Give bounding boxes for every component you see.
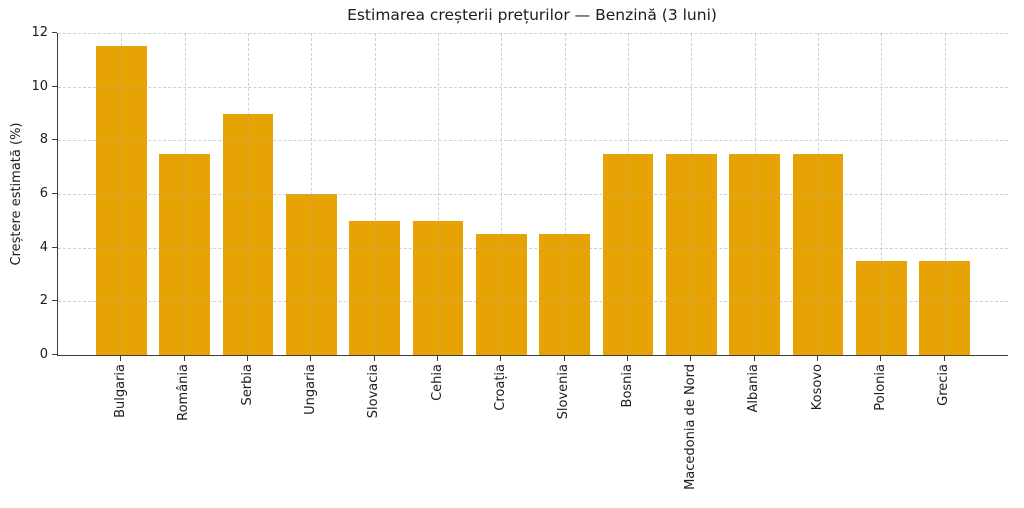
- y-tick-mark: [52, 354, 57, 355]
- x-tick-mark: [817, 356, 818, 361]
- horizontal-gridline: [58, 86, 1008, 88]
- plot-area: [57, 33, 1008, 356]
- x-tick-label-macedonia-de-nord: Macedonia de Nord: [682, 364, 698, 490]
- y-tick-label: 12: [31, 25, 48, 40]
- y-tick-mark: [52, 85, 57, 87]
- y-tick-label: 2: [39, 293, 48, 309]
- bar-slovenia: [539, 234, 590, 355]
- x-tick-label-grecia: Grecia: [936, 364, 952, 406]
- x-tick-mark: [563, 356, 565, 361]
- bar-polonia: [856, 261, 907, 355]
- y-tick-mark: [52, 139, 57, 141]
- x-tick-label-slovenia: Slovenia: [556, 364, 572, 420]
- bar-albania: [729, 153, 780, 355]
- y-tick-mark: [52, 193, 57, 194]
- x-tick-label-albania: Albania: [746, 364, 762, 413]
- x-tick-mark: [247, 356, 248, 361]
- x-tick-label-bosnia: Bosnia: [619, 364, 635, 408]
- bar-cehia: [412, 220, 464, 355]
- bar-românia: [159, 153, 210, 355]
- bar-bulgaria: [96, 46, 147, 355]
- x-tick-label-serbia: Serbia: [239, 364, 255, 406]
- x-tick-label-kosovo: Kosovo: [809, 364, 825, 411]
- bar-macedonia-de-nord: [666, 153, 717, 355]
- x-tick-mark: [310, 356, 312, 361]
- y-tick-mark: [52, 32, 57, 33]
- x-tick-label-cehia: Cehia: [429, 364, 445, 401]
- x-tick-mark: [183, 356, 185, 361]
- x-tick-mark: [373, 356, 375, 361]
- horizontal-gridline: [58, 33, 1008, 34]
- bar-grecia: [919, 261, 970, 355]
- bar-slovacia: [349, 220, 400, 355]
- y-tick-mark: [52, 246, 57, 248]
- bar-serbia: [222, 113, 274, 355]
- x-tick-mark: [500, 356, 502, 361]
- bar-croația: [476, 234, 527, 355]
- x-tick-label-românia: România: [176, 364, 192, 421]
- x-tick-mark: [753, 356, 755, 361]
- x-tick-mark: [120, 356, 122, 361]
- x-tick-mark: [943, 356, 945, 361]
- bar-kosovo: [792, 153, 844, 355]
- x-tick-label-bulgaria: Bulgaria: [112, 364, 128, 418]
- y-tick-label: 4: [39, 239, 48, 255]
- y-tick-mark: [52, 300, 57, 302]
- x-tick-mark: [690, 356, 692, 361]
- x-tick-mark: [880, 356, 882, 361]
- y-tick-label: 6: [39, 186, 48, 201]
- x-tick-label-ungaria: Ungaria: [302, 364, 318, 415]
- horizontal-gridline: [58, 140, 1008, 142]
- x-tick-label-slovacia: Slovacia: [366, 364, 382, 419]
- bar-bosnia: [602, 153, 654, 355]
- bar-ungaria: [286, 194, 337, 355]
- y-tick-label: 0: [39, 347, 48, 362]
- x-tick-mark: [437, 356, 438, 361]
- x-tick-label-croația: Croația: [492, 364, 508, 411]
- x-tick-mark: [627, 356, 628, 361]
- y-tick-label: 8: [39, 132, 48, 148]
- y-tick-label: 10: [31, 78, 48, 94]
- chart-title: Estimarea creșterii prețurilor — Benzină…: [347, 6, 717, 24]
- x-tick-label-polonia: Polonia: [872, 364, 888, 411]
